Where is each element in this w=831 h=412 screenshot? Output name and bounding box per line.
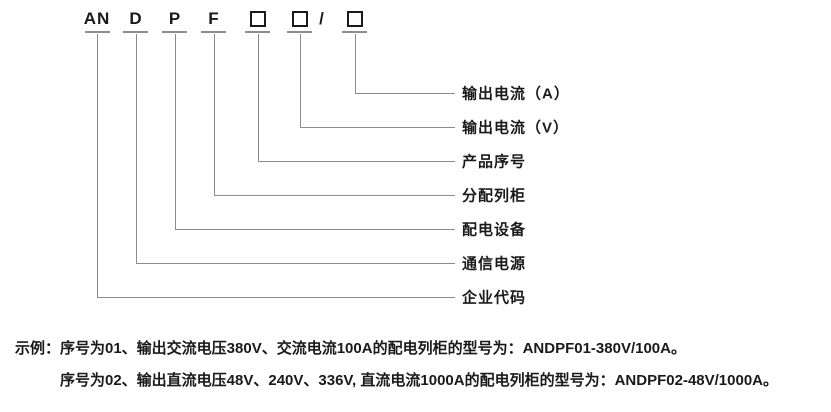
connector-vline-serial bbox=[258, 34, 259, 161]
char-underline bbox=[85, 31, 110, 33]
char-underline bbox=[201, 31, 226, 33]
connector-hline-an bbox=[97, 297, 455, 298]
connector-vline-current bbox=[355, 34, 356, 93]
placeholder-box-current bbox=[347, 11, 363, 27]
example-line-2: 序号为02、输出直流电压48V、240V、336V, 直流电流1000A的配电列… bbox=[60, 372, 779, 389]
connector-vline-p bbox=[175, 34, 176, 229]
char-underline bbox=[162, 31, 187, 33]
connector-hline-p bbox=[175, 229, 455, 230]
placeholder-box-serial bbox=[250, 11, 266, 27]
example-line-1: 示例：序号为01、输出交流电压380V、交流电流100A的配电列柜的型号为：AN… bbox=[15, 340, 686, 357]
connector-vline-f bbox=[214, 34, 215, 195]
placeholder-box-voltage bbox=[292, 11, 308, 27]
char-underline bbox=[342, 31, 367, 33]
label-power-equipment: 配电设备 bbox=[462, 221, 527, 239]
label-distribution-cabinet: 分配列柜 bbox=[462, 187, 527, 205]
connector-hline-serial bbox=[258, 161, 455, 162]
connector-hline-current bbox=[355, 93, 455, 94]
slash-separator: / bbox=[319, 9, 325, 28]
label-output-current-a: 输出电流（A） bbox=[462, 85, 570, 103]
char-underline bbox=[123, 31, 148, 33]
label-product-serial: 产品序号 bbox=[462, 153, 527, 171]
code-part-p: P bbox=[168, 9, 182, 28]
connector-vline-an bbox=[97, 34, 98, 297]
connector-hline-voltage bbox=[300, 127, 455, 128]
connector-hline-d bbox=[136, 263, 455, 264]
label-enterprise-code: 企业代码 bbox=[462, 289, 527, 307]
label-output-current-v: 输出电流（V） bbox=[462, 119, 570, 137]
connector-hline-f bbox=[214, 195, 455, 196]
label-comm-power: 通信电源 bbox=[462, 255, 527, 273]
char-underline bbox=[245, 31, 270, 33]
code-part-f: F bbox=[208, 9, 220, 28]
connector-vline-voltage bbox=[300, 34, 301, 127]
connector-vline-d bbox=[136, 34, 137, 263]
char-underline bbox=[287, 31, 312, 33]
code-part-an: AN bbox=[83, 9, 111, 28]
code-part-d: D bbox=[129, 9, 143, 28]
